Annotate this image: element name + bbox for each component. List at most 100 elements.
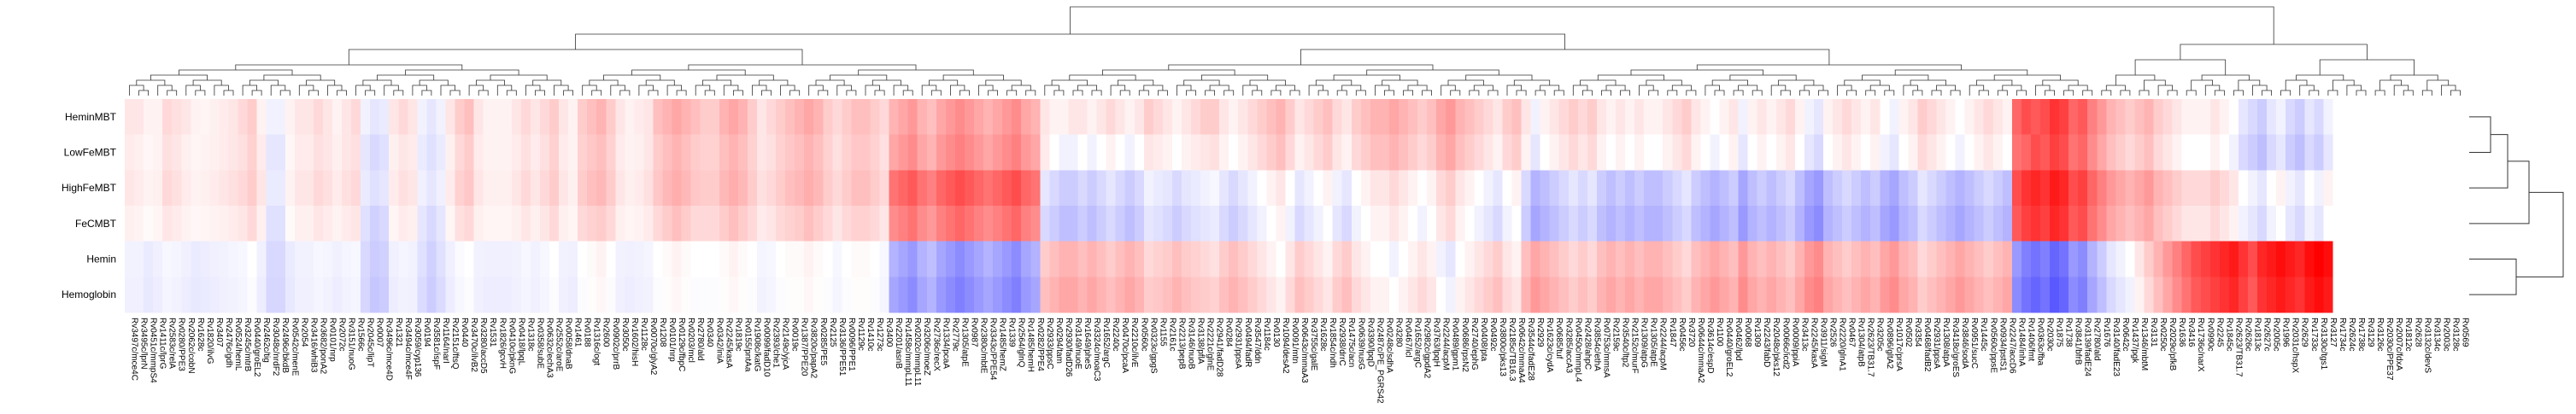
heatmap-cell bbox=[1229, 277, 1239, 313]
heatmap-cell bbox=[1851, 134, 1862, 171]
heatmap-cell bbox=[417, 99, 428, 135]
heatmap-cell bbox=[1370, 134, 1381, 171]
heatmap-cell bbox=[1851, 99, 1862, 135]
heatmap-cell bbox=[2276, 170, 2286, 207]
heatmap-cell bbox=[625, 170, 635, 207]
heatmap-cell bbox=[436, 134, 447, 171]
heatmap-cell bbox=[2351, 206, 2362, 242]
heatmap-cell bbox=[1247, 134, 1258, 171]
heatmap-cell bbox=[1313, 170, 1324, 207]
heatmap-cell bbox=[2436, 241, 2447, 277]
column-label: Rv3820c/papA2 bbox=[809, 318, 819, 379]
heatmap-cell bbox=[1634, 170, 1645, 207]
heatmap-cell bbox=[766, 134, 777, 171]
heatmap-cell bbox=[530, 99, 541, 135]
heatmap-cell bbox=[1634, 241, 1645, 277]
heatmap-cell bbox=[1738, 277, 1749, 313]
heatmap-cell bbox=[2030, 241, 2041, 277]
heatmap-cell bbox=[2455, 241, 2466, 277]
heatmap-cell bbox=[973, 241, 984, 277]
heatmap-cell bbox=[2332, 170, 2344, 207]
heatmap-cell bbox=[2370, 241, 2381, 277]
heatmap-cell bbox=[1700, 277, 1711, 313]
column-label: Rv0070c/glyA2 bbox=[648, 318, 658, 376]
heatmap-cell bbox=[1436, 99, 1446, 135]
heatmap-cell bbox=[1294, 277, 1306, 313]
heatmap-cell bbox=[879, 277, 890, 313]
heatmap-cell bbox=[1143, 277, 1154, 313]
column-dendrogram-branch bbox=[1580, 79, 1617, 85]
heatmap-cell bbox=[1323, 277, 1334, 313]
column-label: Rv0451c/mmpS4 bbox=[149, 318, 158, 383]
heatmap-cell bbox=[662, 99, 673, 135]
column-label: Rv3146/nuoB bbox=[1187, 318, 1196, 370]
heatmap-cell bbox=[1257, 277, 1267, 313]
heatmap-cell bbox=[1068, 241, 1079, 277]
heatmap-cell bbox=[1927, 170, 1938, 207]
column-dendrogram bbox=[129, 6, 2461, 96]
heatmap-cell bbox=[1870, 277, 1881, 313]
column-dendrogram-branch bbox=[1597, 74, 1664, 80]
column-label: Rv3495c/lprN bbox=[139, 318, 149, 370]
heatmap-cell bbox=[756, 277, 767, 313]
heatmap-cell bbox=[473, 134, 484, 171]
heatmap-cell bbox=[2011, 170, 2022, 207]
row-dendrogram-branch bbox=[2469, 259, 2517, 295]
heatmap-cell bbox=[1813, 206, 1824, 242]
heatmap-cell bbox=[2219, 241, 2230, 277]
heatmap-cell bbox=[370, 241, 380, 277]
heatmap-cell bbox=[578, 99, 588, 135]
heatmap-cell bbox=[1710, 277, 1721, 313]
heatmap-cell bbox=[2059, 170, 2069, 207]
heatmap-cell bbox=[1002, 277, 1012, 313]
column-label: Rv0502 bbox=[1904, 318, 1913, 347]
heatmap-cell bbox=[1134, 277, 1145, 313]
heatmap-cell bbox=[172, 134, 182, 171]
heatmap-cell bbox=[2257, 241, 2268, 277]
heatmap-cell bbox=[945, 241, 956, 277]
heatmap-cell bbox=[832, 277, 842, 313]
heatmap-cell bbox=[1068, 99, 1079, 135]
heatmap-cell bbox=[2002, 277, 2013, 313]
heatmap-cell bbox=[1974, 241, 1985, 277]
row-labels: HeminMBTLowFeMBTHighFeMBTFeCMBTHeminHemo… bbox=[62, 111, 117, 300]
heatmap-cell bbox=[2379, 99, 2391, 135]
heatmap-cell bbox=[1294, 241, 1306, 277]
heatmap-cell bbox=[492, 134, 503, 171]
heatmap-cell bbox=[228, 206, 239, 242]
column-label: Rv0340 bbox=[705, 318, 714, 347]
heatmap-cell bbox=[2426, 206, 2438, 242]
heatmap-cell bbox=[1625, 277, 1635, 313]
heatmap-cell bbox=[1691, 277, 1701, 313]
heatmap-cell bbox=[1059, 134, 1070, 171]
heatmap-cell bbox=[2361, 241, 2372, 277]
heatmap-cell bbox=[1238, 134, 1248, 171]
heatmap-cell bbox=[1870, 99, 1881, 135]
heatmap-cell bbox=[1068, 170, 1079, 207]
heatmap-cell bbox=[766, 277, 777, 313]
heatmap-cell bbox=[389, 134, 399, 171]
column-label: Rv0096/PPE1 bbox=[847, 318, 856, 371]
heatmap-cell bbox=[1747, 134, 1758, 171]
column-label: Rv2600 bbox=[601, 318, 611, 347]
heatmap-cell bbox=[2125, 170, 2136, 207]
heatmap-cell bbox=[2153, 134, 2164, 171]
column-label: Rv0418/lpqL bbox=[516, 318, 525, 366]
heatmap-cell bbox=[191, 206, 201, 242]
heatmap-cell bbox=[1483, 170, 1494, 207]
heatmap-cell bbox=[2426, 277, 2438, 313]
heatmap-cell bbox=[2030, 134, 2041, 171]
heatmap-cell bbox=[795, 241, 805, 277]
heatmap-cell bbox=[2068, 170, 2079, 207]
column-dendrogram-branch bbox=[532, 79, 562, 85]
heatmap-cell bbox=[1210, 170, 1220, 207]
heatmap-cell bbox=[1049, 170, 1059, 207]
column-dendrogram-branch bbox=[1403, 90, 1413, 96]
heatmap-cell bbox=[483, 170, 494, 207]
column-label: Rv3136/PPE51 bbox=[837, 318, 847, 376]
heatmap-cell bbox=[643, 206, 654, 242]
heatmap-cell bbox=[1833, 206, 1843, 242]
heatmap-cell bbox=[2276, 206, 2286, 242]
heatmap-cell bbox=[1313, 241, 1324, 277]
heatmap-cell bbox=[936, 134, 947, 171]
